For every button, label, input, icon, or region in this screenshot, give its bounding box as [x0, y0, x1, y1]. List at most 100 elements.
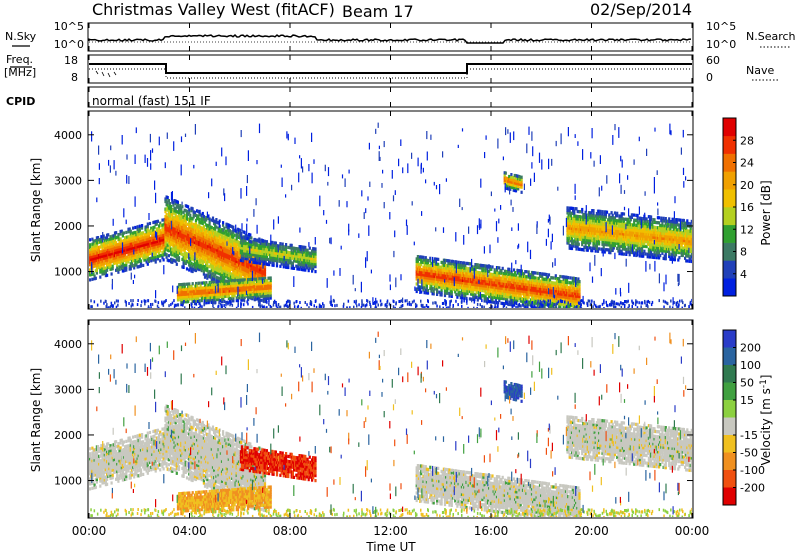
- power-cell: [264, 247, 267, 251]
- power-cell: [415, 272, 418, 276]
- power-cell: [100, 242, 103, 246]
- power-cell: [179, 288, 182, 292]
- power-cell: [109, 235, 112, 239]
- power-cell: [464, 269, 467, 273]
- power-cell: [232, 273, 235, 277]
- power-cell: [249, 263, 252, 267]
- power-cell: [254, 253, 257, 257]
- power-cell: [227, 253, 230, 257]
- power-cell: [196, 261, 199, 266]
- power-cell: [90, 252, 93, 257]
- power-cell: [432, 292, 435, 296]
- power-cell: [240, 238, 244, 242]
- power-cell: [171, 208, 174, 212]
- power-cell: [214, 222, 217, 226]
- power-cell: [218, 237, 221, 241]
- power-cell: [462, 271, 465, 275]
- power-cell: [223, 246, 226, 250]
- power-cell: [138, 229, 141, 233]
- power-cell: [506, 300, 509, 304]
- power-cell: [197, 214, 200, 218]
- power-cell: [464, 289, 467, 293]
- power-cell: [434, 270, 437, 274]
- power-cell: [138, 239, 141, 243]
- power-cell: [200, 286, 203, 290]
- power-cell: [290, 261, 293, 265]
- power-cell: [240, 264, 243, 268]
- power-cell: [184, 246, 187, 250]
- power-cell: [102, 264, 105, 268]
- power-cell: [243, 285, 246, 289]
- power-cell: [472, 290, 475, 294]
- power-cell: [199, 233, 202, 237]
- power-cell: [199, 253, 202, 257]
- power-cell: [456, 295, 459, 299]
- power-cell: [263, 262, 266, 266]
- power-cell: [492, 293, 495, 297]
- power-cell: [464, 271, 467, 275]
- power-cell: [482, 294, 485, 298]
- power-cell: [436, 290, 439, 294]
- power-cell: [530, 286, 534, 290]
- power-cell: [483, 299, 486, 303]
- power-cell: [231, 279, 234, 283]
- power-cell: [184, 241, 187, 245]
- power-cell: [261, 246, 264, 251]
- power-cell: [423, 271, 426, 275]
- power-cell: [430, 264, 433, 268]
- power-cell: [174, 207, 177, 211]
- power-cell: [198, 268, 201, 272]
- power-cell: [179, 298, 182, 302]
- power-cell: [253, 277, 256, 281]
- power-cell: [163, 250, 166, 254]
- power-cell: [196, 284, 199, 288]
- power-cell: [146, 230, 149, 234]
- power-cell: [227, 251, 230, 255]
- power-cell: [119, 257, 122, 261]
- power-cell: [226, 292, 229, 296]
- power-cell: [258, 287, 261, 291]
- power-cell: [214, 247, 217, 251]
- power-cell: [210, 228, 213, 232]
- power-cell: [233, 246, 236, 250]
- power-cell: [501, 266, 504, 270]
- power-cell: [294, 246, 297, 251]
- power-cell: [504, 284, 508, 288]
- power-cell: [266, 281, 269, 285]
- power-cell: [134, 263, 137, 267]
- power-cell: [285, 245, 288, 249]
- power-cell: [206, 298, 209, 302]
- power-cell: [171, 223, 174, 227]
- power-cell: [173, 249, 176, 253]
- power-cell: [202, 265, 205, 269]
- power-cell: [196, 229, 199, 233]
- power-cell: [243, 241, 246, 245]
- power-cell: [129, 232, 132, 236]
- power-cell: [196, 236, 199, 241]
- power-cell: [176, 285, 180, 289]
- power-cell: [261, 241, 264, 246]
- power-cell: [248, 290, 251, 294]
- power-cell: [93, 252, 96, 256]
- power-cell: [523, 294, 526, 299]
- power-cell: [192, 257, 195, 262]
- power-cell: [146, 252, 149, 256]
- power-cell: [223, 236, 226, 240]
- power-cell: [148, 251, 152, 256]
- power-cell: [196, 239, 199, 243]
- power-cell: [500, 291, 503, 295]
- power-cell: [519, 289, 522, 293]
- power-cell: [103, 261, 106, 265]
- power-cell: [254, 263, 257, 267]
- power-cell: [93, 249, 96, 253]
- power-cell: [423, 278, 426, 282]
- power-cell: [94, 276, 97, 280]
- power-cell: [415, 282, 418, 286]
- power-cell: [253, 265, 256, 269]
- power-cell: [275, 261, 279, 265]
- power-cell: [239, 228, 242, 232]
- power-cell: [253, 263, 256, 267]
- power-cell: [482, 271, 485, 275]
- power-cell: [214, 232, 217, 236]
- power-cell: [519, 274, 522, 278]
